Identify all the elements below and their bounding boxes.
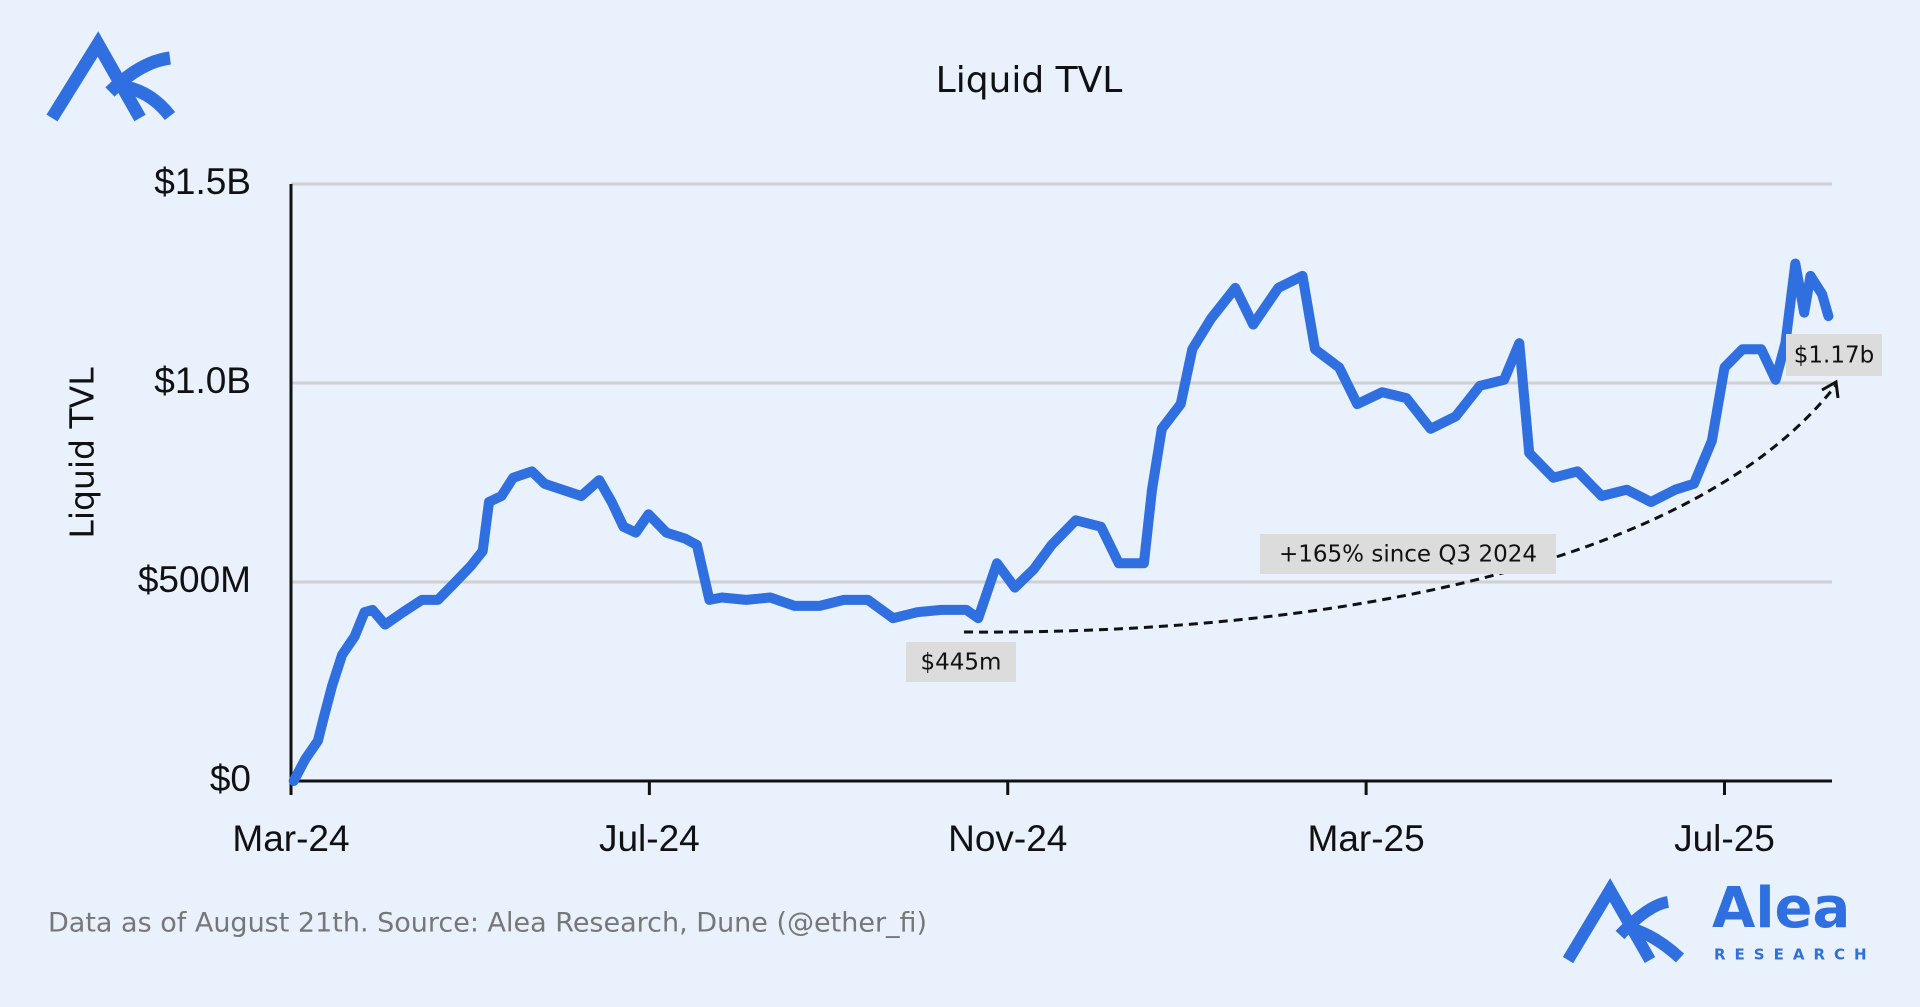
arrow-head — [1821, 379, 1840, 399]
x-tick-label: Nov-24 — [948, 818, 1067, 859]
data-line — [288, 258, 1834, 786]
plot-area: $0 $500M $1.0B $1.5B Mar-24 Jul-24 Nov-24 Mar-2… — [138, 161, 1834, 859]
x-tick-label: Mar-24 — [232, 818, 349, 859]
annotation: +165% since Q3 2024 — [1279, 542, 1537, 568]
annotations: $445m +165% since Q3 2024 $1.17b — [906, 334, 1882, 682]
logo-mark — [105, 51, 176, 121]
footer-note: Data as of August 21th. Source: Alea Res… — [48, 908, 927, 939]
brand-logo: Alea RESEARCH — [1562, 876, 1876, 964]
annotation-box — [906, 642, 1016, 682]
y-tick-label: $500M — [138, 559, 251, 600]
y-axis-label: Liquid TVL — [63, 367, 102, 539]
logo-mark — [1562, 878, 1656, 964]
y-tick-label: $0 — [210, 758, 251, 799]
trend-arrow — [963, 384, 1838, 634]
annotation-box — [1260, 534, 1556, 574]
annotation: $445m — [921, 650, 1002, 676]
x-tick-label: Jul-25 — [1674, 818, 1775, 859]
chart-title: Liquid TVL — [936, 60, 1123, 101]
brand-name: Alea — [1712, 876, 1850, 941]
brand-sub: RESEARCH — [1714, 946, 1876, 964]
y-tick-label: $1.5B — [154, 161, 251, 202]
x-tick-label: Mar-25 — [1308, 818, 1425, 859]
annotation-box — [1786, 334, 1882, 376]
annotation: $1.17b — [1794, 343, 1874, 369]
x-tick-label: Jul-24 — [599, 818, 700, 859]
y-tick-label: $1.0B — [154, 360, 251, 401]
logo-top — [46, 31, 176, 122]
logo-mark — [1615, 896, 1685, 963]
